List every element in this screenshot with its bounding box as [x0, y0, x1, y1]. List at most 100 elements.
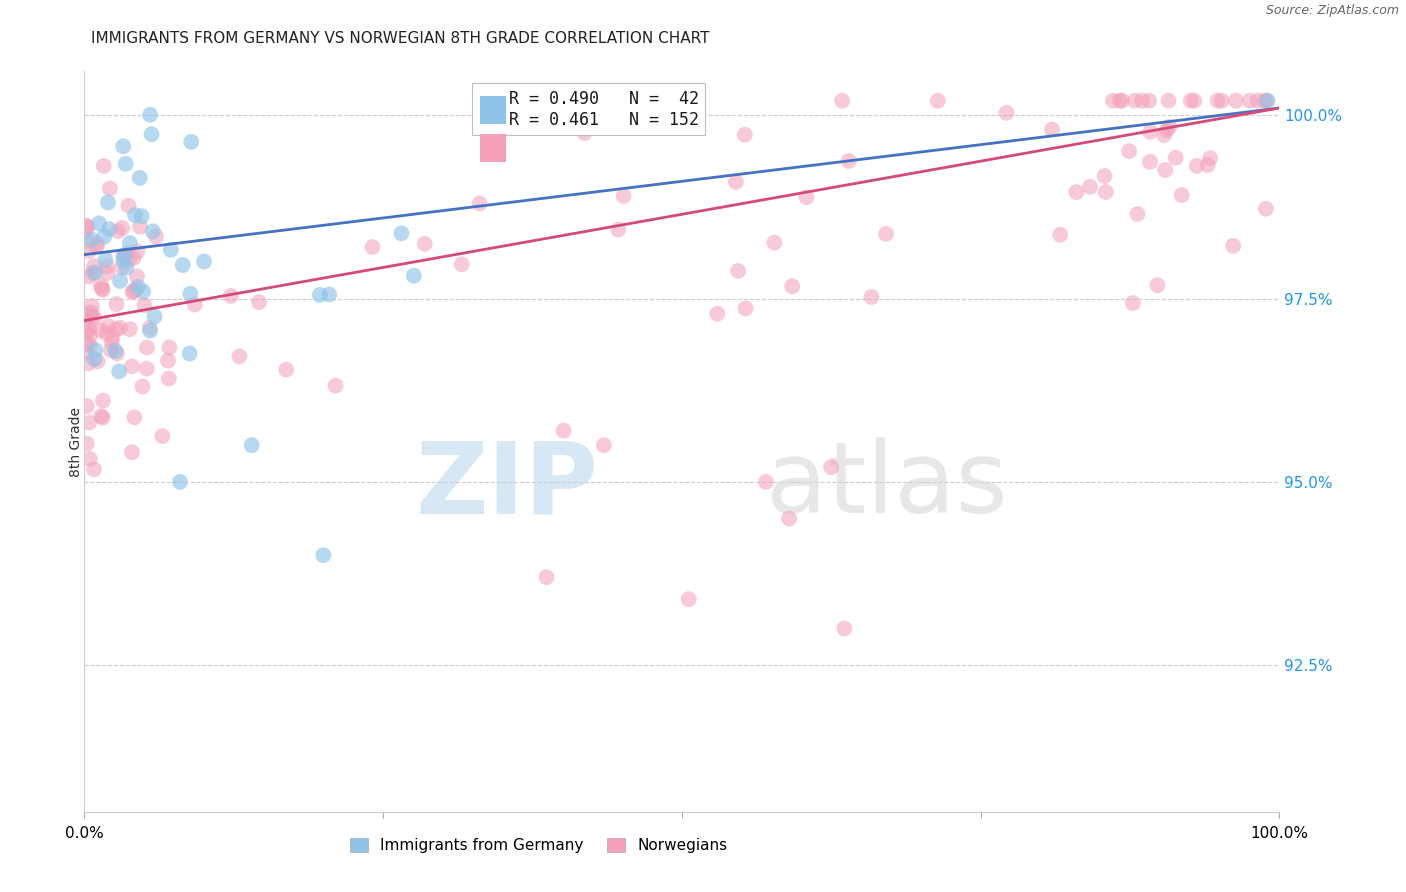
Point	[105, 322, 128, 336]
Point	[97, 319, 120, 334]
Point	[734, 128, 756, 142]
Point	[76, 399, 98, 413]
Point	[112, 139, 135, 153]
Point	[820, 460, 842, 475]
Point	[706, 307, 728, 321]
Point	[1211, 94, 1233, 108]
Point	[90, 281, 112, 295]
Point	[875, 227, 897, 241]
Point	[1185, 159, 1208, 173]
Point	[91, 410, 114, 425]
Point	[77, 356, 100, 370]
Point	[93, 229, 115, 244]
Point	[391, 227, 413, 241]
Point	[112, 249, 135, 263]
Point	[132, 285, 155, 299]
Point	[734, 301, 756, 316]
Point	[114, 157, 136, 171]
Point	[995, 106, 1018, 120]
Point	[1078, 179, 1101, 194]
Point	[152, 429, 174, 443]
Point	[131, 209, 153, 223]
Text: IMMIGRANTS FROM GERMANY VS NORWEGIAN 8TH GRADE CORRELATION CHART: IMMIGRANTS FROM GERMANY VS NORWEGIAN 8TH…	[91, 31, 710, 46]
Point	[101, 330, 124, 344]
Point	[83, 352, 105, 367]
Point	[1164, 151, 1187, 165]
Point	[125, 282, 148, 296]
Point	[93, 159, 115, 173]
Point	[755, 475, 778, 489]
Point	[172, 258, 194, 272]
Point	[778, 511, 800, 525]
Point	[104, 343, 127, 358]
Point	[169, 475, 191, 489]
Point	[90, 278, 112, 293]
Point	[1157, 94, 1180, 108]
Point	[94, 252, 117, 267]
Point	[76, 326, 98, 340]
Point	[1049, 227, 1071, 242]
Point	[98, 181, 121, 195]
Point	[131, 379, 153, 393]
Point	[1154, 163, 1177, 178]
Text: Source: ZipAtlas.com: Source: ZipAtlas.com	[1265, 4, 1399, 18]
Point	[1139, 154, 1161, 169]
Point	[179, 346, 201, 360]
Point	[834, 622, 856, 636]
Point	[80, 305, 103, 319]
Text: atlas: atlas	[766, 437, 1007, 534]
Point	[157, 341, 180, 355]
Point	[76, 219, 98, 234]
Point	[117, 199, 139, 213]
Point	[107, 224, 129, 238]
Point	[1247, 94, 1270, 108]
Point	[145, 229, 167, 244]
Point	[1130, 94, 1153, 108]
Point	[593, 438, 616, 452]
Point	[240, 438, 263, 452]
Point	[124, 208, 146, 222]
Point	[128, 170, 150, 185]
Point	[111, 221, 134, 235]
Point	[77, 309, 100, 323]
Point	[105, 297, 128, 311]
Point	[159, 243, 181, 257]
Point	[90, 323, 112, 337]
Point	[77, 269, 100, 284]
Point	[98, 222, 121, 236]
Point	[156, 353, 179, 368]
Point	[1170, 188, 1192, 202]
Point	[96, 260, 118, 274]
Point	[118, 236, 141, 251]
Point	[613, 189, 636, 203]
Point	[312, 548, 335, 562]
Point	[1094, 169, 1116, 183]
Point	[1118, 144, 1140, 158]
Point	[114, 248, 136, 262]
Point	[108, 321, 131, 335]
Point	[1253, 94, 1275, 108]
Point	[1066, 185, 1088, 199]
Point	[122, 284, 145, 298]
Point	[1197, 158, 1219, 172]
Point	[724, 175, 747, 189]
Point	[79, 338, 101, 352]
Point	[124, 410, 146, 425]
Point	[276, 362, 298, 376]
Point	[1225, 94, 1247, 108]
Point	[1123, 94, 1146, 108]
Point	[138, 321, 160, 335]
Point	[831, 94, 853, 108]
Text: ZIP: ZIP	[415, 437, 599, 534]
Point	[76, 436, 98, 450]
Point	[361, 240, 384, 254]
Point	[179, 286, 201, 301]
Point	[1108, 94, 1130, 108]
Point	[83, 462, 105, 476]
Point	[1040, 122, 1063, 136]
Point	[727, 264, 749, 278]
Point	[450, 257, 472, 271]
Point	[143, 310, 166, 324]
Point	[77, 416, 100, 430]
Point	[111, 260, 134, 275]
